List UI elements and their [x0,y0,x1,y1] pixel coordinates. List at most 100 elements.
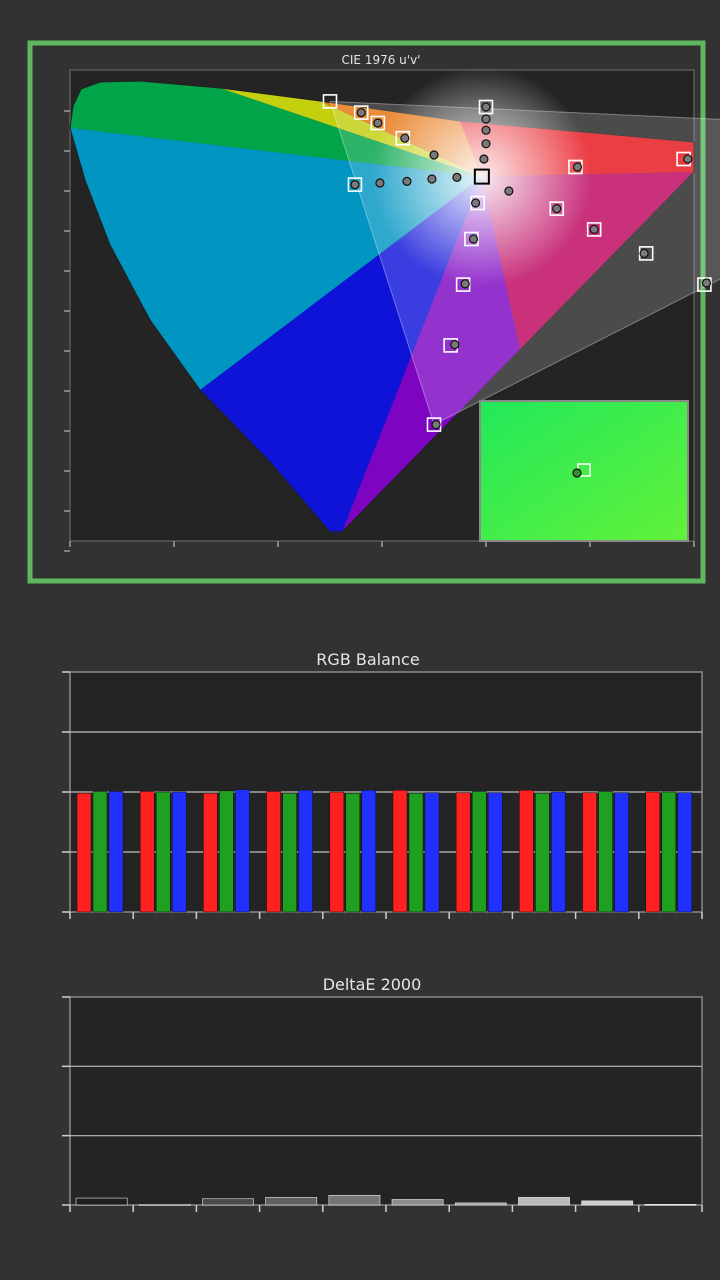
measured-point [471,198,481,208]
cie-chart-title: CIE 1976 u'v' [342,53,421,67]
deltae-title: DeltaE 2000 [323,975,422,994]
rgb-bar [92,791,108,913]
deltae-bar [454,1202,507,1206]
deltae-bar [518,1197,570,1206]
rgb-balance-title: RGB Balance [316,650,419,669]
rgb-bar [519,789,534,913]
rgb-bar [471,791,487,913]
rgb-bar [329,791,345,913]
measured-points [350,102,712,430]
target-marker [353,105,369,120]
cie-y-axis [64,110,70,552]
target-marker [478,99,494,115]
rgb-bar [582,792,597,913]
rgb-bar [614,792,629,913]
rgb-bar [535,792,550,913]
measured-point [450,340,460,350]
measured-point [402,176,412,186]
rgb-bar [219,790,234,913]
measured-point [350,180,360,190]
measured-point [468,234,479,244]
rgb-bar [361,789,377,913]
measured-point [356,107,366,118]
deltae-bar [202,1198,254,1206]
rgb-bar [76,792,92,913]
deltae-bar [265,1197,318,1206]
measured-point [479,154,489,164]
rgb-bar [455,792,471,913]
white-target-marker [473,168,490,185]
rgb-bar [661,791,677,913]
rgb-bar [235,789,250,913]
rgb-x-axis [69,912,703,919]
measured-point [701,278,712,288]
measured-point [572,162,583,172]
measured-point [427,174,437,184]
deltae-x-axis [69,1205,703,1212]
measured-point [589,224,599,234]
target-marker [586,222,602,237]
deltae-bar [391,1199,444,1206]
rgb-bar [298,789,313,913]
locus-wedge-1 [220,88,482,177]
measured-point [429,150,439,160]
gamut-triangle-shape [329,100,720,426]
measured-point [481,125,491,135]
deltae-bar [328,1194,381,1206]
white-glow [371,66,592,287]
target-marker [370,115,386,131]
rgb-bar [266,791,281,913]
rgb-bar [203,792,218,913]
deltae-bar [75,1197,128,1206]
rgb-bar [139,791,155,913]
rgb-bar [408,792,424,913]
rgb-bar [282,792,297,913]
target-marker [322,94,338,109]
rgb-bar [598,791,613,913]
measured-point [481,114,491,124]
measured-point [375,178,385,188]
measured-point [452,172,462,182]
cie-chart-frame [27,40,706,584]
target-marker [697,277,712,292]
measured-point [373,118,383,128]
deltae-plot-area [69,996,703,1206]
rgb-bar [645,791,661,913]
rgb-bar [677,792,693,913]
measured-point [460,279,470,289]
rgb-bars [76,789,693,913]
cie-chart: CIE 1976 u'v' [27,40,720,584]
measured-point [639,248,649,258]
rgb-bar [487,792,503,913]
locus-outline [69,80,695,533]
rgb-bar [551,791,566,913]
zoom-inset-measured [572,468,582,478]
measured-point [431,420,441,430]
measured-point [400,133,410,143]
gamut-triangle [329,100,720,426]
rgb-balance-chart: RGB Balance [62,650,703,919]
deltae-bar [581,1200,634,1206]
measured-point [481,139,491,149]
zoom-inset [479,400,689,542]
target-marker [347,177,363,192]
spectral-locus [69,66,695,533]
measured-point [552,204,562,214]
zoom-inset-box [479,400,689,542]
deltae-grid [62,996,702,1206]
rgb-bar [171,791,187,913]
measured-point [683,154,693,164]
deltae-bar [644,1204,697,1206]
rgb-bar [108,791,124,913]
measured-point [504,186,514,196]
deltae-bar [138,1204,191,1206]
locus-wedge-6 [200,176,482,532]
rgb-bar [424,792,440,913]
measured-point [481,102,491,112]
deltae-chart: DeltaE 2000 [62,975,703,1212]
rgb-bar [345,792,361,913]
rgb-bar [392,789,408,913]
rgb-bar [155,791,171,913]
target-marker [549,201,565,216]
